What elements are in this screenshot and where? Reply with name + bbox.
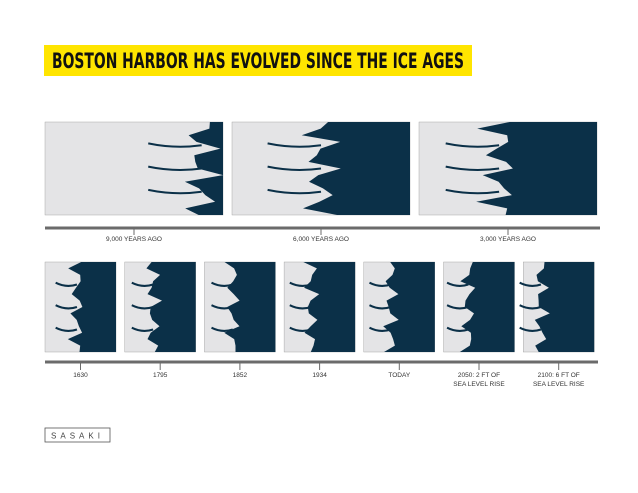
channel — [446, 326, 469, 332]
water — [534, 262, 595, 352]
timeline-label: 6,000 YEARS AGO — [293, 236, 349, 243]
water — [67, 262, 116, 352]
timeline-label: 1852 — [233, 372, 248, 379]
water — [459, 262, 515, 352]
channel — [267, 142, 322, 148]
channel — [369, 281, 392, 287]
water — [301, 122, 410, 215]
channel — [211, 281, 234, 287]
channel — [519, 326, 542, 332]
channel — [267, 188, 322, 195]
channel — [369, 326, 392, 332]
title-bar — [44, 45, 472, 76]
water — [383, 262, 435, 352]
timeline-label: SEA LEVEL RISE — [453, 381, 505, 388]
channel — [445, 188, 500, 195]
channel — [211, 304, 234, 310]
channel — [267, 165, 322, 171]
channel — [369, 304, 392, 310]
channel — [148, 188, 202, 195]
channel — [446, 304, 469, 310]
timeline-label: 9,000 YEARS AGO — [106, 236, 162, 243]
timeline-label: TODAY — [388, 372, 410, 379]
channel — [446, 281, 469, 287]
channel — [55, 281, 78, 287]
title: BOSTON HARBOR HAS EVOLVED SINCE THE ICE … — [52, 49, 464, 73]
channel — [148, 165, 202, 171]
logo-box — [44, 427, 111, 443]
channel — [131, 326, 154, 332]
channel — [148, 142, 202, 148]
logo: SASAKI — [51, 432, 104, 441]
water — [184, 122, 223, 215]
timeline-label: 1630 — [73, 372, 88, 379]
channel — [55, 326, 78, 332]
channel — [289, 281, 312, 287]
timeline-label: 3,000 YEARS AGO — [480, 236, 536, 243]
channel — [445, 165, 500, 171]
channel — [131, 281, 154, 287]
channel — [519, 304, 542, 310]
channel — [131, 304, 154, 310]
water — [224, 262, 276, 352]
water — [303, 262, 356, 352]
timeline-label: 2100: 6 FT OF — [538, 372, 580, 379]
channel — [445, 142, 500, 148]
timeline-label: 1795 — [153, 372, 168, 379]
water — [476, 122, 597, 215]
water — [146, 262, 196, 352]
channel — [519, 281, 542, 287]
channel — [289, 304, 312, 310]
channel — [211, 326, 234, 332]
timeline-label: SEA LEVEL RISE — [533, 381, 585, 388]
timeline-label: 1934 — [312, 372, 327, 379]
channel — [55, 304, 78, 310]
timeline-label: 2050: 2 FT OF — [458, 372, 500, 379]
channel — [289, 326, 312, 332]
